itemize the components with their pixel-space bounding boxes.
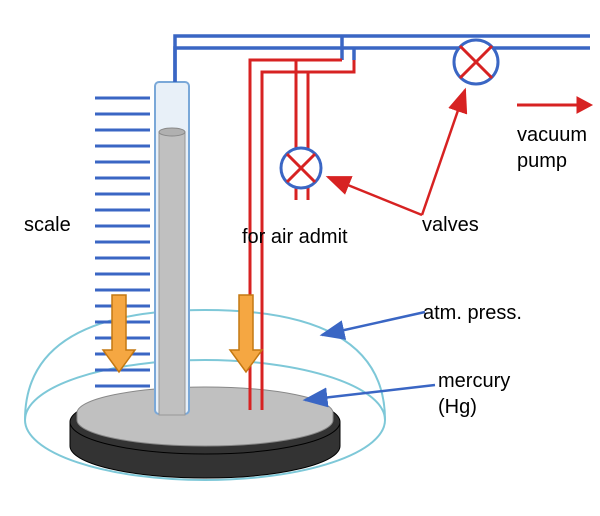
arrow-atm xyxy=(322,312,425,335)
arrow-mercury xyxy=(305,385,435,400)
label-scale: scale xyxy=(24,212,71,238)
blue-pipes xyxy=(175,36,590,82)
label-atm: atm. press. xyxy=(423,300,522,326)
arrow-valve2 xyxy=(422,90,465,215)
tube-mercury xyxy=(159,132,185,415)
label-air-admit: for air admit xyxy=(242,224,348,250)
label-valves: valves xyxy=(422,212,479,238)
label-vacuum-pump: vacuum pump xyxy=(517,122,587,174)
label-vacuum-line1: vacuum xyxy=(517,124,587,146)
label-mercury-line2: (Hg) xyxy=(438,396,477,418)
valve-air-admit xyxy=(281,148,321,188)
diagram-svg xyxy=(0,0,600,516)
vacuum-arrow xyxy=(517,97,592,113)
label-vacuum-line2: pump xyxy=(517,150,567,172)
arrow-valve1 xyxy=(328,177,422,215)
tube-mercury-top-cap xyxy=(159,128,185,136)
valve-vacuum xyxy=(454,40,498,84)
label-mercury-line1: mercury xyxy=(438,370,510,392)
label-mercury: mercury (Hg) xyxy=(438,368,510,420)
